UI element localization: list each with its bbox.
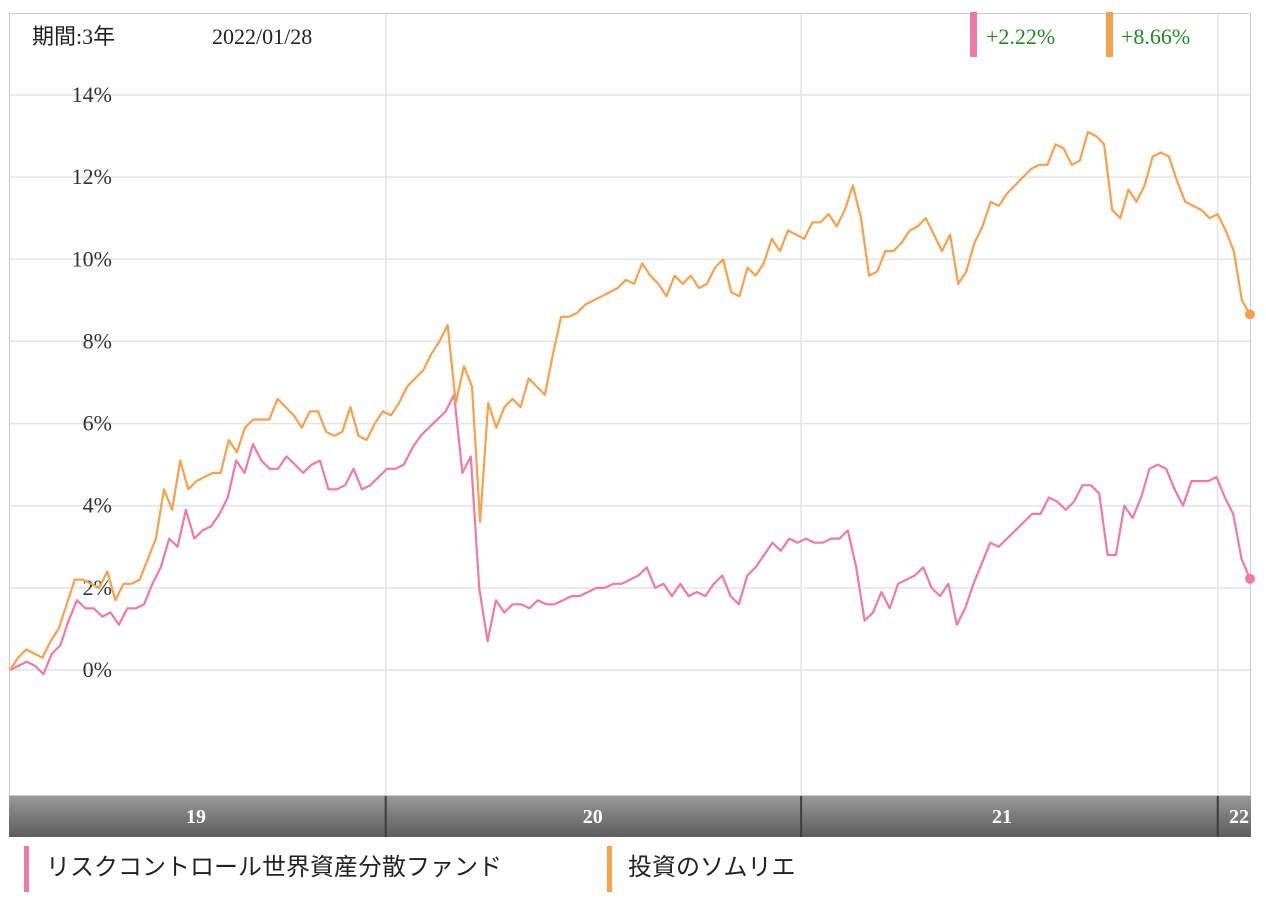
y-tick-label: 6%: [83, 411, 112, 436]
x-tick-labels: 19 20 21 22: [186, 806, 1249, 828]
y-tick-label: 8%: [83, 328, 112, 353]
series-lines: [9, 130, 1255, 676]
period-label: 期間:3年: [32, 24, 115, 49]
x-tick-label: 19: [186, 806, 206, 828]
series1-return-swatch: [970, 12, 977, 57]
horizontal-gridlines: [10, 94, 1250, 671]
y-tick-label: 4%: [83, 493, 112, 518]
y-tick-label: 0%: [83, 657, 112, 682]
series-line-2: [9, 130, 1251, 671]
x-tick-label: 22: [1229, 806, 1249, 828]
legend-series1-label: リスクコントロール世界資産分散ファンド: [46, 853, 502, 881]
year-gridlines: [384, 14, 1219, 795]
series-endpoint-2: [1245, 309, 1255, 320]
series2-return-label: +8.66%: [1121, 24, 1190, 49]
x-axis-bar: [9, 796, 1251, 837]
legend-series2-swatch: [607, 846, 612, 892]
legend-series2-label: 投資のソムリエ: [628, 853, 796, 881]
legend-series1-swatch: [24, 846, 29, 892]
y-tick-label: 10%: [72, 246, 112, 271]
x-tick-label: 21: [992, 806, 1012, 828]
x-axis-separators: [384, 796, 1219, 837]
series-line-1: [9, 393, 1252, 676]
y-tick-label: 14%: [72, 82, 112, 107]
series2-return-swatch: [1106, 12, 1113, 57]
y-tick-label: 12%: [72, 164, 112, 189]
y-tick-labels: 0%2%4%6%8%10%12%14%: [72, 82, 112, 682]
date-label: 2022/01/28: [212, 24, 312, 49]
plot-frame: [9, 13, 1251, 796]
series-endpoint-1: [1245, 573, 1255, 584]
x-tick-label: 20: [583, 806, 603, 828]
series1-return-label: +2.22%: [986, 24, 1055, 49]
